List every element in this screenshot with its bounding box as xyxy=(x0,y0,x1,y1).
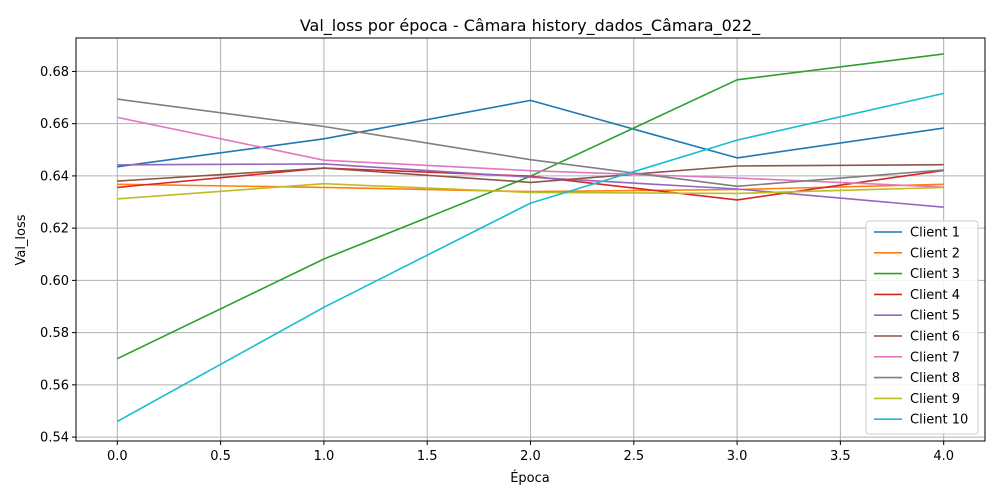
x-tick-label: 2.0 xyxy=(520,449,541,464)
x-tick-label: 0.0 xyxy=(107,449,128,464)
series-lines xyxy=(116,53,944,423)
y-tick-label: 0.68 xyxy=(40,65,69,80)
x-tick-label: 1.0 xyxy=(314,449,335,464)
y-tick-label: 0.60 xyxy=(40,274,69,289)
series-line-client-6 xyxy=(117,163,944,184)
x-tick-label: 3.5 xyxy=(830,449,851,464)
x-axis-label: Época xyxy=(510,470,550,486)
series-line-client-1 xyxy=(117,99,944,168)
legend-label: Client 10 xyxy=(910,413,968,428)
grid xyxy=(76,38,985,441)
y-tick-label: 0.54 xyxy=(40,431,69,446)
legend-label: Client 8 xyxy=(910,371,960,386)
y-axis-label: Val_loss xyxy=(14,214,29,265)
legend-label: Client 7 xyxy=(910,350,960,365)
x-tick-label: 2.5 xyxy=(623,449,644,464)
y-tick-label: 0.64 xyxy=(40,169,69,184)
y-tick-label: 0.66 xyxy=(40,117,69,132)
legend-label: Client 2 xyxy=(910,246,960,261)
chart-title: Val_loss por época - Câmara history_dado… xyxy=(300,16,761,36)
series-line-client-5 xyxy=(117,163,944,208)
legend-label: Client 5 xyxy=(910,309,960,324)
legend-label: Client 9 xyxy=(910,392,960,407)
legend-label: Client 1 xyxy=(910,226,960,241)
series-line-client-9 xyxy=(117,182,944,200)
legend-label: Client 4 xyxy=(910,288,960,303)
legend: Client 1 Client 2 Client 3 Client 4 Client 5… xyxy=(865,220,979,435)
y-tick-label: 0.56 xyxy=(40,378,69,393)
series-line-client-8 xyxy=(117,98,944,188)
series-line-client-4 xyxy=(117,167,944,201)
y-tick-label: 0.62 xyxy=(40,222,69,237)
legend-label: Client 3 xyxy=(910,267,960,282)
x-tick-label: 4.0 xyxy=(933,449,954,464)
x-tick-label: 3.0 xyxy=(727,449,748,464)
y-tick-label: 0.58 xyxy=(40,326,69,341)
x-tick-label: 1.5 xyxy=(417,449,438,464)
series-line-client-10 xyxy=(116,92,944,423)
legend-label: Client 6 xyxy=(910,330,960,345)
axis-ticks: 0.0 0.5 1.0 1.5 2.0 2.5 3.0 3.5 4.0 0.54 0.56 0.58 0… xyxy=(40,65,954,464)
x-tick-label: 0.5 xyxy=(210,449,231,464)
